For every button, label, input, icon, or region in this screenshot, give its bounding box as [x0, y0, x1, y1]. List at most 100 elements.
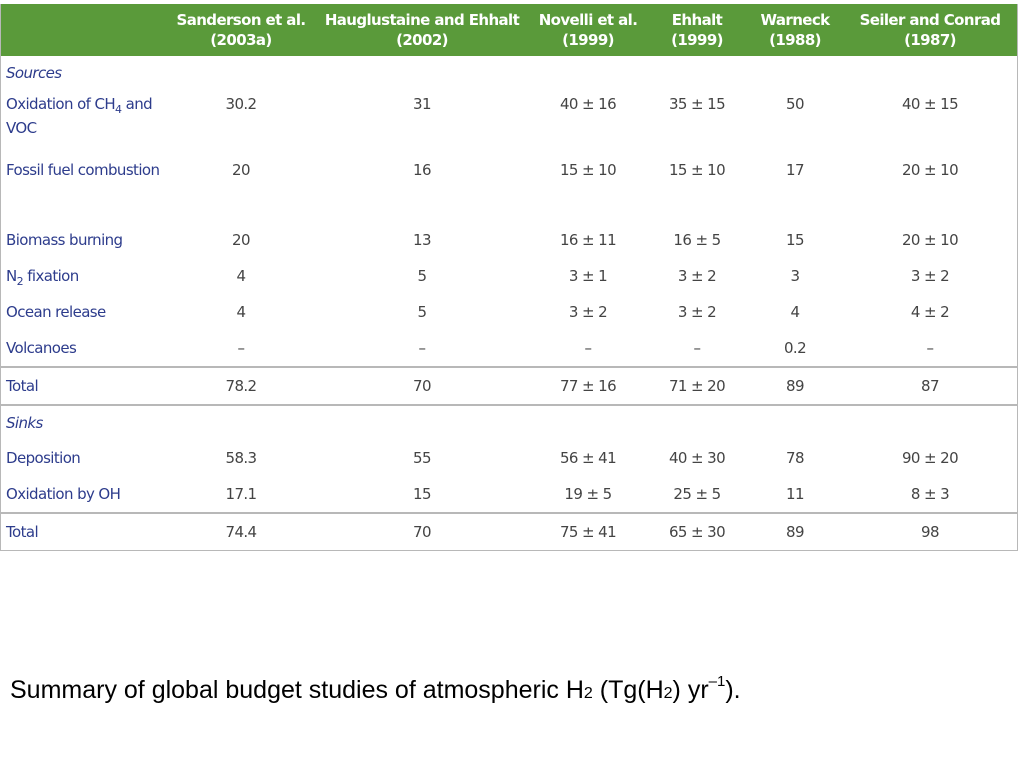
value-cell: 65 ± 30: [647, 512, 747, 550]
row-label: Fossil fuel combustion: [1, 156, 167, 222]
value-cell: –: [584, 339, 593, 357]
empty-cell: [747, 404, 843, 440]
row-label: Ocean release: [1, 294, 167, 330]
row-label-text-post: fixation: [23, 267, 79, 285]
table-row: Ocean release 4 5 3 ± 2 3 ± 2 4 4 ± 2: [1, 294, 1017, 330]
empty-cell: [843, 56, 1017, 90]
table-row: N2 fixation 4 5 3 ± 1 3 ± 2 3 3 ± 2: [1, 258, 1017, 294]
value-cell: 89: [747, 512, 843, 550]
table-row: Fossil fuel combustion 20 16 15 ± 10 15 ± 10…: [1, 156, 1017, 222]
row-label-subscript: 2: [16, 275, 24, 288]
row-label-text: Oxidation of CH: [6, 95, 116, 113]
total-row: Total 74.4 70 75 ± 41 65 ± 30 89 98: [1, 512, 1017, 550]
row-label: Deposition: [1, 440, 167, 476]
header-cell-empty: [1, 4, 167, 56]
value-cell: 89: [747, 366, 843, 405]
empty-cell: [647, 56, 747, 90]
value-cell: 8 ± 3: [910, 485, 950, 503]
table-row: Deposition 58.3 55 56 ± 41 40 ± 30 78 90 ± 20: [1, 440, 1017, 476]
caption-text-c: ) yr: [672, 676, 709, 704]
table-header-row: Sanderson et al. (2003a) Hauglustaine and …: [1, 4, 1017, 56]
value-cell: 3 ± 2: [677, 267, 717, 285]
value-cell: 16 ± 11: [559, 231, 617, 249]
value-cell: 20: [232, 231, 250, 249]
caption-text-b: (Tg(H: [592, 676, 664, 704]
value-cell: 35 ± 15: [668, 95, 726, 113]
empty-cell: [315, 404, 529, 440]
header-cell-study: Seiler and Conrad (1987): [843, 4, 1017, 56]
value-cell: 56 ± 41: [559, 449, 617, 467]
value-cell: 74.4: [167, 512, 315, 550]
value-cell: 25 ± 5: [673, 485, 721, 503]
budget-table: Sanderson et al. (2003a) Hauglustaine and …: [1, 4, 1017, 550]
value-cell: 78.2: [167, 366, 315, 405]
value-cell: 70: [315, 512, 529, 550]
row-label-text: N: [6, 267, 17, 285]
row-label-text: Volcanoes: [6, 339, 77, 357]
value-cell: 3: [790, 267, 801, 285]
empty-cell: [747, 56, 843, 90]
value-cell: 50: [786, 95, 804, 113]
caption-text-d: ).: [725, 676, 741, 704]
value-cell: 77 ± 16: [529, 366, 647, 405]
value-cell: 20 ± 10: [901, 161, 959, 179]
empty-cell: [529, 56, 647, 90]
empty-cell: [647, 404, 747, 440]
value-cell: 5: [417, 267, 428, 285]
header-study-year: (1988): [769, 31, 821, 49]
value-cell: 90 ± 20: [901, 449, 959, 467]
table-row: Volcanoes – – – – 0.2 –: [1, 330, 1017, 367]
row-label: Biomass burning: [1, 222, 167, 258]
row-label: Total: [1, 366, 167, 405]
empty-cell: [167, 56, 315, 90]
row-label: Total: [1, 512, 167, 550]
value-cell: –: [418, 339, 427, 357]
header-study-year: (2003a): [210, 31, 272, 49]
value-cell: 15 ± 10: [668, 161, 726, 179]
section-row-sinks: Sinks: [1, 404, 1017, 440]
row-label: Volcanoes: [1, 330, 167, 367]
value-cell: 0.2: [783, 339, 807, 357]
value-cell: –: [926, 339, 935, 357]
value-cell: 31: [413, 95, 431, 113]
value-cell: 20 ± 10: [901, 231, 959, 249]
header-study-year: (1999): [671, 31, 723, 49]
value-cell: 87: [843, 366, 1017, 405]
value-cell: 15: [413, 485, 431, 503]
row-label: N2 fixation: [1, 258, 167, 294]
caption-superscript: –1: [708, 673, 726, 690]
header-cell-study: Warneck (1988): [747, 4, 843, 56]
total-row: Total 78.2 70 77 ± 16 71 ± 20 89 87: [1, 366, 1017, 405]
value-cell: 78: [786, 449, 804, 467]
header-study-year: (2002): [396, 31, 448, 49]
value-cell: 3 ± 2: [910, 267, 950, 285]
table-row: Oxidation by OH 17.1 15 19 ± 5 25 ± 5 11 8 ± 3: [1, 476, 1017, 513]
table-body: Sources Oxidation of CH4 and VOC 3 0.2 31 40 …: [1, 56, 1017, 550]
value-cell: 98: [843, 512, 1017, 550]
value-cell: –: [237, 339, 246, 357]
row-label-text: Biomass burning: [6, 231, 123, 249]
value-cell: 40 ± 16: [559, 95, 617, 113]
value-cell: 20: [232, 161, 250, 179]
empty-cell: [167, 404, 315, 440]
value-cell: 3 ± 2: [677, 303, 717, 321]
section-label: Sources: [6, 64, 62, 82]
value-cell: 70: [315, 366, 529, 405]
table-row: Oxidation of CH4 and VOC 30.2 31 40 ± 16 35 …: [1, 90, 1017, 156]
header-study-name: Sanderson et al.: [176, 11, 307, 29]
value-cell: 5: [417, 303, 428, 321]
header-cell-study: Sanderson et al. (2003a): [167, 4, 315, 56]
empty-cell: [315, 56, 529, 90]
value-cell: 11: [786, 485, 804, 503]
row-label-text: Ocean release: [6, 303, 106, 321]
value-cell: 40 ± 30: [668, 449, 726, 467]
header-study-name: Ehhalt: [671, 11, 723, 29]
row-label: Oxidation of CH4 and VOC: [1, 90, 167, 156]
figure-caption: Summary of global budget studies of atmo…: [10, 673, 741, 705]
budget-table-container: Sanderson et al. (2003a) Hauglustaine and …: [0, 4, 1018, 551]
header-study-name: Seiler and Conrad: [859, 11, 1001, 29]
caption-text-a: Summary of global budget studies of atmo…: [10, 676, 584, 704]
row-label-subscript: 4: [115, 103, 122, 116]
empty-cell: [529, 404, 647, 440]
header-cell-study: Ehhalt (1999): [647, 4, 747, 56]
